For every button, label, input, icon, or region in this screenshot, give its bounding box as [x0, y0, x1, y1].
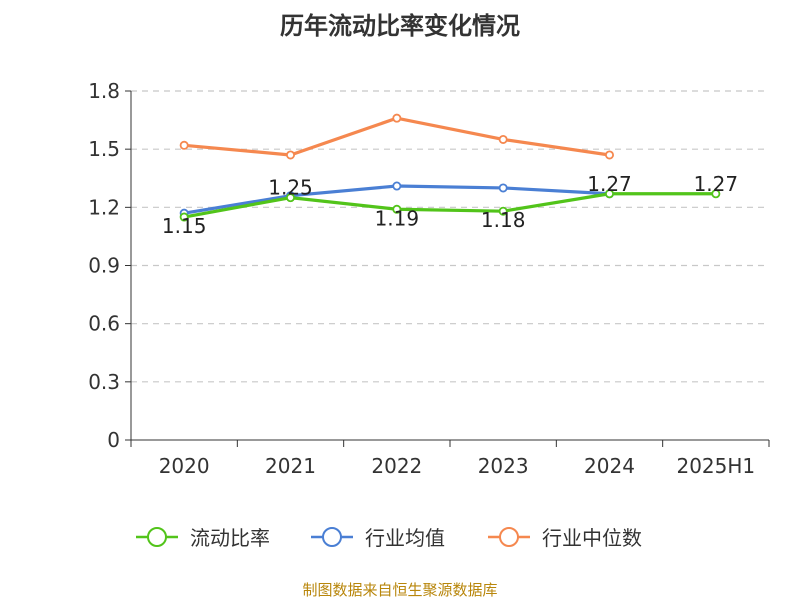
- y-tick-label: 1.2: [88, 195, 120, 219]
- data-label: 1.18: [481, 208, 526, 232]
- data-point: [392, 113, 402, 123]
- data-point: [498, 183, 508, 193]
- legend-item[interactable]: 行业均值: [311, 526, 445, 550]
- data-point: [285, 150, 295, 160]
- data-point: [498, 134, 508, 144]
- legend-item[interactable]: 行业中位数: [488, 526, 642, 550]
- legend-circle-marker: [499, 527, 519, 547]
- x-tick-label: 2024: [584, 454, 635, 478]
- data-labels: 1.15 1.25 1.19 1.18 1.27 1.27: [162, 172, 738, 238]
- data-label: 1.19: [375, 206, 420, 230]
- legend-label: 流动比率: [190, 526, 270, 550]
- data-point: [605, 189, 615, 199]
- x-tick-label: 2025H1: [676, 454, 755, 478]
- source-note: 制图数据来自恒生聚源数据库: [302, 581, 497, 599]
- legend-circle-marker: [322, 527, 342, 547]
- data-point: [392, 204, 402, 214]
- data-label: 1.15: [162, 214, 207, 238]
- data-label: 1.25: [268, 176, 313, 200]
- x-tick-label: 2022: [371, 454, 422, 478]
- legend-item[interactable]: 流动比率: [136, 526, 270, 550]
- x-tick-label: 2020: [159, 454, 210, 478]
- series-lines: [182, 116, 718, 219]
- data-points: [179, 113, 721, 222]
- data-point: [498, 206, 508, 216]
- legend-label: 行业均值: [365, 526, 445, 550]
- y-tick-label: 0.9: [88, 254, 120, 278]
- x-tick-label: 2021: [265, 454, 316, 478]
- series-line: [182, 192, 718, 219]
- data-point: [179, 212, 189, 222]
- x-tick-label: 2023: [478, 454, 529, 478]
- legend-label: 行业中位数: [542, 526, 642, 550]
- grid-lines: [131, 90, 769, 383]
- legend-circle-marker: [147, 527, 167, 547]
- y-tick-label: 1.8: [88, 79, 120, 103]
- data-point: [179, 140, 189, 150]
- data-point: [392, 181, 402, 191]
- chart-title: 历年流动比率变化情况: [280, 12, 520, 40]
- y-tick-label: 1.5: [88, 137, 120, 161]
- y-tick-label: 0: [107, 428, 120, 452]
- y-tick-label: 0.3: [88, 370, 120, 394]
- legend: 流动比率 行业均值 行业中位数: [136, 526, 642, 550]
- data-point: [711, 189, 721, 199]
- data-point: [285, 193, 295, 203]
- data-point: [605, 150, 615, 160]
- data-label: 1.27: [694, 172, 739, 196]
- data-label: 1.27: [587, 172, 632, 196]
- y-tick-label: 0.6: [88, 312, 120, 336]
- axes: 0 0.3 0.6 0.9 1.2 1.5 1.8 2020 2021 2022 2023 2024 2…: [88, 79, 770, 478]
